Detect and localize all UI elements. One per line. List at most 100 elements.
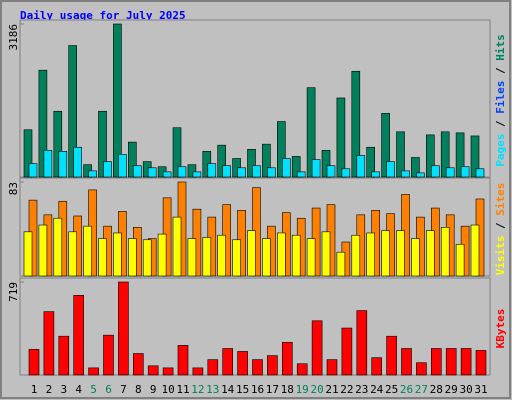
x-tick-label: 5: [90, 383, 97, 396]
bar: [172, 127, 182, 178]
x-tick-label: 30: [459, 383, 472, 396]
bar: [440, 227, 450, 277]
bar: [351, 234, 361, 277]
bar: [455, 243, 465, 277]
x-tick-label: 21: [325, 383, 338, 396]
x-tick-label: 31: [474, 383, 487, 396]
x-tick-label: 22: [340, 383, 353, 396]
bar: [460, 166, 470, 178]
bar: [262, 238, 271, 277]
bar: [68, 45, 77, 178]
bar: [162, 171, 172, 178]
bar: [187, 164, 197, 178]
bar: [416, 172, 425, 178]
bar: [291, 234, 301, 277]
y-tick-label: 719: [7, 282, 20, 302]
x-tick-label: 15: [236, 383, 249, 396]
bar: [430, 348, 442, 376]
x-tick-label: 25: [385, 383, 398, 396]
bar: [187, 238, 197, 277]
bar: [336, 97, 346, 178]
bar: [128, 141, 137, 178]
bar: [237, 351, 248, 376]
bar: [386, 335, 397, 376]
bar: [88, 367, 99, 376]
bar: [53, 217, 63, 277]
bar: [113, 23, 122, 178]
bar: [118, 281, 129, 376]
legend: Pages / Files / Hits: [494, 34, 507, 167]
x-tick-label: 10: [161, 383, 174, 396]
legend: Visits / Sites: [494, 183, 507, 276]
bar: [356, 155, 366, 178]
bar: [73, 295, 84, 376]
bar: [371, 357, 383, 376]
bar: [58, 151, 68, 178]
bar: [133, 353, 144, 376]
bar: [396, 131, 405, 178]
x-tick-label: 13: [206, 383, 219, 396]
bar: [28, 349, 40, 376]
legend-entry: Pages: [494, 134, 507, 167]
bar: [38, 224, 48, 277]
bar: [267, 355, 278, 376]
x-tick-label: 29: [445, 383, 458, 396]
bar: [445, 167, 455, 178]
bar: [445, 348, 457, 376]
bar: [475, 168, 485, 178]
bar: [321, 149, 331, 178]
bar: [276, 121, 286, 178]
bar: [470, 135, 480, 178]
bar: [207, 163, 217, 178]
bar: [23, 129, 33, 178]
bar: [296, 171, 306, 178]
bar: [147, 365, 159, 376]
bar: [425, 134, 435, 178]
x-tick-label: 7: [120, 383, 127, 396]
bar: [311, 159, 321, 178]
bar: [296, 363, 308, 376]
x-tick-label: 23: [355, 383, 368, 396]
x-tick-label: 27: [415, 383, 428, 396]
bar: [455, 132, 465, 178]
legend-entry: Files: [494, 81, 507, 114]
bar: [306, 87, 316, 178]
x-tick-label: 8: [135, 383, 142, 396]
bar: [416, 362, 427, 376]
y-tick-label: 3186: [7, 24, 20, 51]
bar: [83, 225, 92, 277]
bar: [460, 348, 472, 376]
legend: KBytes: [494, 309, 507, 349]
bar: [172, 216, 182, 277]
bar: [281, 341, 293, 376]
bar: [326, 359, 338, 376]
bar: [311, 320, 323, 376]
bar: [341, 327, 353, 376]
x-tick-label: 9: [150, 383, 157, 396]
bar: [103, 161, 112, 178]
bar: [128, 238, 137, 277]
bar: [396, 230, 405, 277]
bar: [326, 165, 336, 178]
bar: [411, 157, 420, 178]
bar: [23, 231, 33, 277]
bar: [192, 171, 202, 178]
x-tick-label: 28: [430, 383, 443, 396]
bar: [232, 239, 241, 277]
x-tick-label: 11: [176, 383, 189, 396]
bar: [351, 70, 361, 178]
bar: [475, 350, 487, 376]
bar: [98, 110, 107, 178]
legend-separator: /: [494, 114, 507, 134]
x-tick-label: 3: [60, 383, 67, 396]
x-tick-label: 6: [105, 383, 112, 396]
bar: [247, 148, 256, 178]
bar: [381, 113, 390, 178]
bar: [306, 238, 316, 277]
x-tick-label: 14: [221, 383, 235, 396]
legend-entry: Hits: [494, 34, 507, 61]
bar: [88, 170, 97, 178]
bar: [252, 165, 261, 178]
x-tick-label: 17: [266, 383, 279, 396]
